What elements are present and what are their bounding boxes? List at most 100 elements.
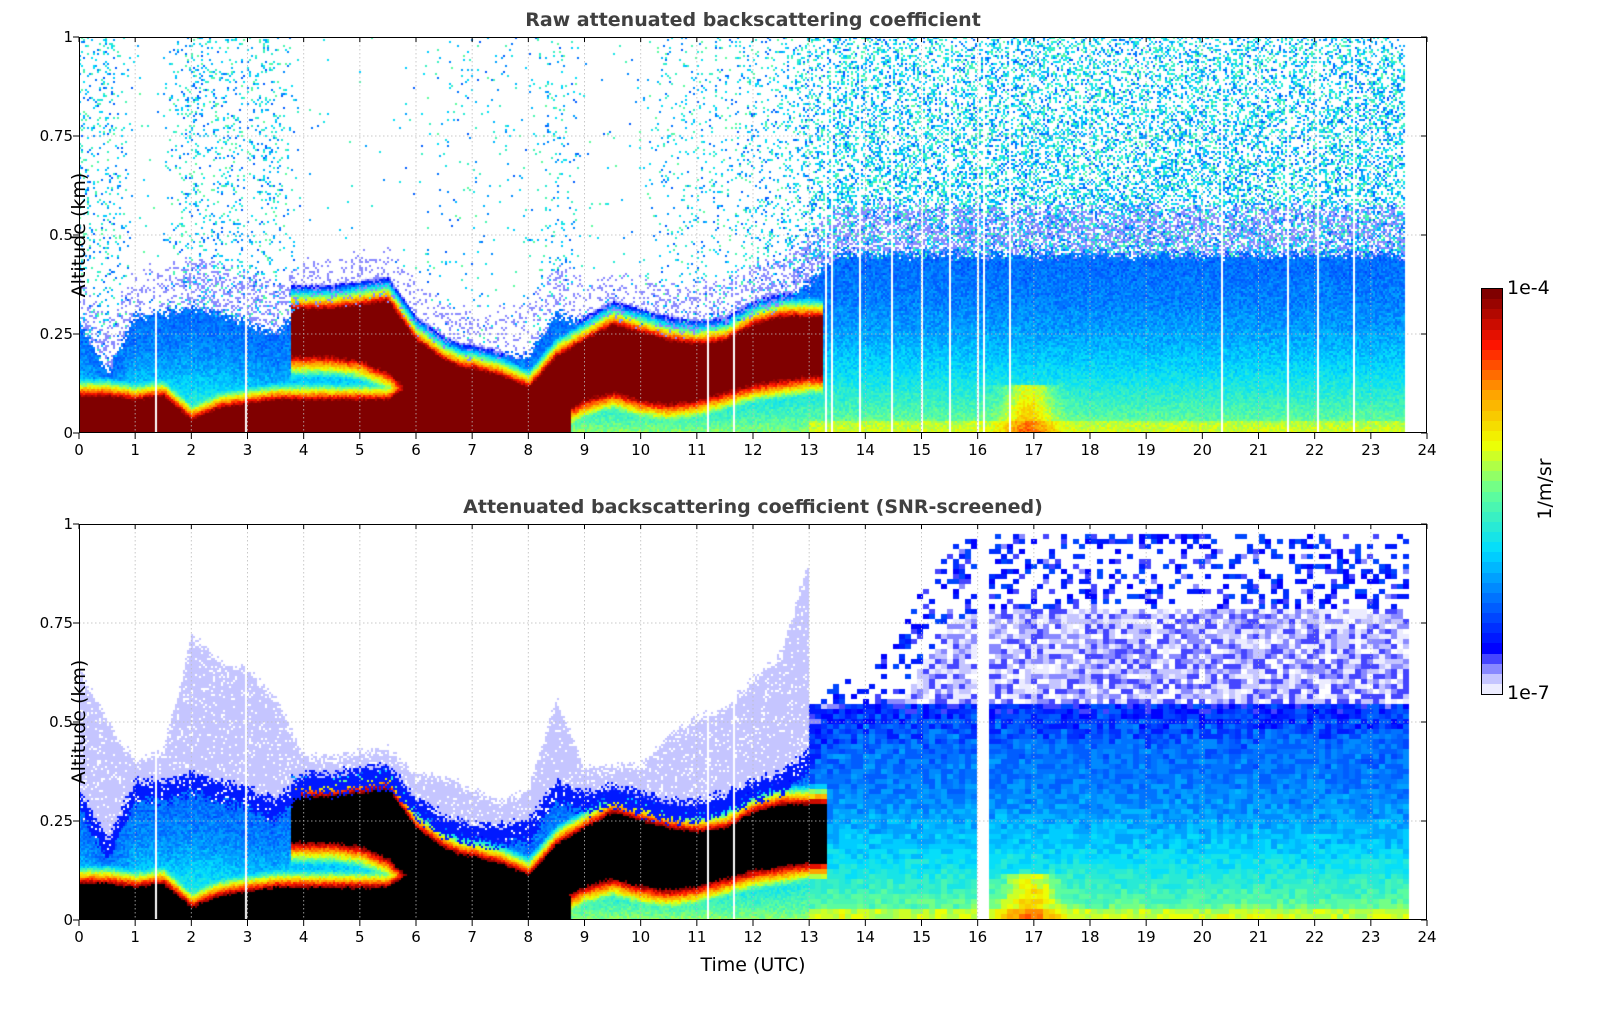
x-tick-label: 2 [186, 441, 197, 459]
x-tick-label: 4 [298, 928, 309, 946]
colorbar-step [1482, 390, 1502, 401]
x-tick-label: 9 [579, 441, 590, 459]
x-tick-label: 1 [130, 441, 140, 459]
x-tick-label: 11 [687, 441, 707, 459]
bottom-plot-area: Altitude (km) 0 1 2 3 4 5 6 7 8 9 10 11 12 13 14 15 16 17… [40, 515, 1437, 946]
x-tick-label: 24 [1417, 441, 1437, 459]
x-tick-label: 9 [579, 928, 590, 946]
colorbar-step [1482, 683, 1502, 694]
colorbar-step [1482, 511, 1502, 522]
x-tick-label: 15 [911, 928, 932, 946]
colorbar-step [1482, 329, 1502, 340]
x-tick-label: 7 [467, 928, 477, 946]
x-tick-label: 0 [74, 928, 84, 946]
colorbar-step [1482, 400, 1502, 411]
x-tick-label: 17 [1024, 441, 1044, 459]
x-tick-label: 8 [523, 441, 534, 459]
x-tick-label: 21 [1248, 928, 1269, 946]
x-tick-label: 23 [1361, 441, 1381, 459]
colorbar-step [1482, 501, 1502, 512]
colorbar-step [1482, 289, 1502, 300]
top-chart-title: Raw attenuated backscattering coefficien… [525, 9, 981, 31]
x-tick-label: 3 [242, 928, 253, 946]
x-tick-label: 23 [1361, 928, 1381, 946]
colorbar-step [1482, 420, 1502, 431]
x-tick-label: 14 [855, 441, 875, 459]
x-tick-label: 5 [355, 928, 365, 946]
colorbar-step [1482, 410, 1502, 421]
colorbar-step [1482, 319, 1502, 330]
colorbar-step [1482, 481, 1502, 492]
y-tick-label: 0.25 [39, 325, 73, 343]
x-tick-label: 14 [855, 928, 875, 946]
colorbar-step [1482, 380, 1502, 391]
colorbar-step [1482, 339, 1502, 350]
x-tick-label: 8 [523, 928, 534, 946]
x-tick-label: 4 [298, 441, 309, 459]
x-tick-label: 13 [799, 928, 819, 946]
colorbar-step [1482, 370, 1502, 381]
colorbar [1481, 288, 1503, 695]
colorbar-max-label: 1e-4 [1507, 277, 1550, 299]
colorbar-step [1482, 471, 1502, 482]
x-tick-label: 1 [130, 928, 140, 946]
x-tick-label: 18 [1080, 928, 1100, 946]
x-tick-label: 6 [411, 441, 421, 459]
x-tick-label: 16 [968, 928, 988, 946]
colorbar-step [1482, 613, 1502, 624]
y-tick-label: 0.5 [49, 713, 73, 731]
colorbar-step [1482, 521, 1502, 532]
y-tick-label: 1 [63, 515, 73, 533]
y-tick-label: 0.75 [39, 614, 73, 632]
colorbar-min-label: 1e-7 [1507, 682, 1550, 704]
x-tick-label: 19 [1136, 928, 1156, 946]
x-tick-label: 3 [242, 441, 253, 459]
x-tick-label: 19 [1136, 441, 1156, 459]
colorbar-step [1482, 552, 1502, 563]
x-tick-label: 20 [1192, 441, 1212, 459]
colorbar-step [1482, 532, 1502, 543]
x-tick-label: 12 [743, 928, 763, 946]
colorbar-step [1482, 359, 1502, 370]
colorbar-step [1482, 461, 1502, 472]
colorbar-step [1482, 451, 1502, 462]
x-tick-label: 16 [968, 441, 988, 459]
colorbar-step [1482, 663, 1502, 674]
x-tick-label: 0 [74, 441, 84, 459]
y-tick-label: 0.75 [39, 127, 73, 145]
colorbar-step [1482, 592, 1502, 603]
y-tick-label: 0.5 [49, 226, 73, 244]
x-tick-label: 2 [186, 928, 197, 946]
colorbar-step [1482, 349, 1502, 360]
x-tick-label: 22 [1305, 928, 1325, 946]
colorbar-step [1482, 491, 1502, 502]
colorbar-step [1482, 623, 1502, 634]
colorbar-step [1482, 633, 1502, 644]
x-axis-label: Time (UTC) [700, 954, 806, 976]
x-tick-label: 6 [411, 928, 421, 946]
x-tick-label: 20 [1192, 928, 1212, 946]
x-tick-label: 24 [1417, 928, 1437, 946]
colorbar-step [1482, 542, 1502, 553]
colorbar-step [1482, 582, 1502, 593]
bottom-grid-and-ticks [73, 523, 1428, 926]
x-tick-label: 11 [687, 928, 707, 946]
x-tick-label: 10 [631, 928, 651, 946]
colorbar-step [1482, 430, 1502, 441]
y-tick-label: 0 [63, 424, 73, 442]
colorbar-step [1482, 572, 1502, 583]
colorbar-step [1482, 309, 1502, 320]
bottom-chart-title: Attenuated backscattering coefficient (S… [463, 496, 1043, 518]
x-tick-label: 18 [1080, 441, 1100, 459]
colorbar-step [1482, 299, 1502, 310]
colorbar-step [1482, 440, 1502, 451]
top-grid-and-ticks [73, 36, 1428, 439]
x-tick-label: 15 [911, 441, 932, 459]
colorbar-step [1482, 602, 1502, 613]
x-tick-label: 12 [743, 441, 763, 459]
y-tick-label: 0.25 [39, 812, 73, 830]
y-tick-label: 1 [63, 28, 73, 46]
colorbar-step [1482, 643, 1502, 654]
x-tick-label: 13 [799, 441, 819, 459]
x-tick-label: 17 [1024, 928, 1044, 946]
